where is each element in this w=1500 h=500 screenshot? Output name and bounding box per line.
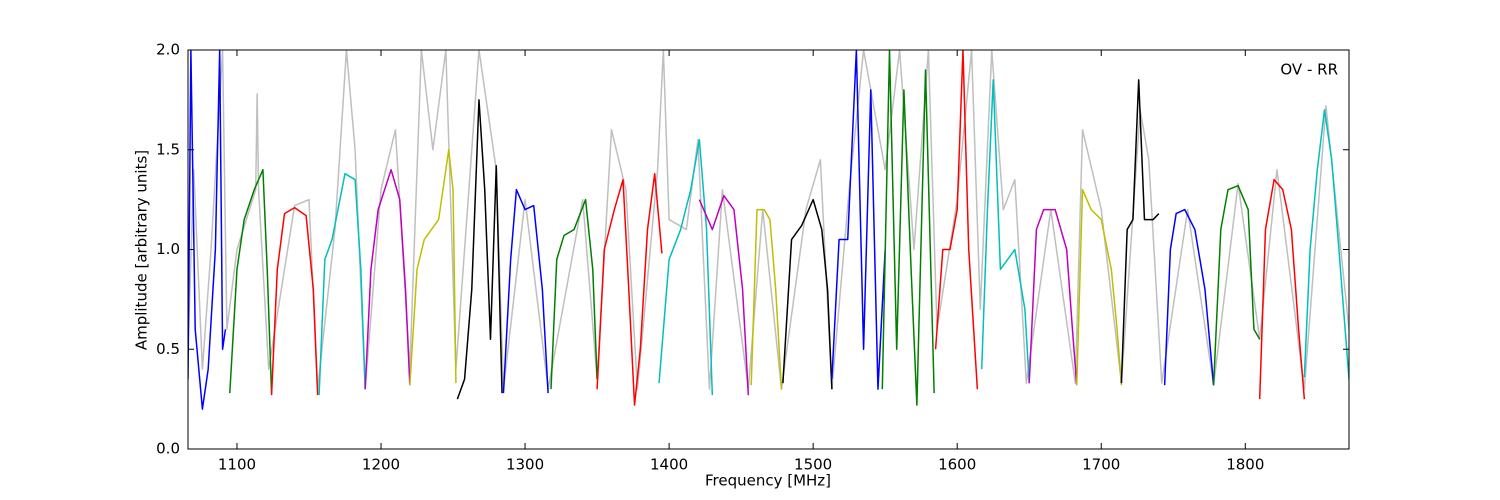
series-line bbox=[881, 50, 935, 406]
y-axis-label: Amplitude [arbitrary units] bbox=[133, 150, 151, 350]
series-line bbox=[364, 168, 411, 390]
series-line bbox=[318, 172, 366, 396]
series-line bbox=[1076, 188, 1123, 386]
x-tick-label: 1100 bbox=[218, 456, 256, 474]
plot-lines bbox=[188, 50, 1349, 410]
series-line bbox=[934, 50, 979, 390]
y-tick-label: 0.5 bbox=[156, 340, 180, 358]
series-line bbox=[1258, 178, 1306, 400]
series-line bbox=[1163, 208, 1215, 386]
series-line bbox=[782, 198, 833, 390]
series-line bbox=[658, 139, 714, 396]
series-line bbox=[596, 172, 663, 406]
x-tick-label: 1600 bbox=[938, 456, 976, 474]
x-axis-label: Frequency [MHz] bbox=[705, 472, 831, 490]
x-tick-label: 1400 bbox=[650, 456, 688, 474]
series-line bbox=[980, 79, 1030, 384]
series-line bbox=[831, 50, 886, 390]
series-line bbox=[270, 206, 319, 396]
y-tick-label: 1.0 bbox=[156, 240, 180, 258]
series-line bbox=[409, 149, 457, 386]
x-tick-label: 1300 bbox=[506, 456, 544, 474]
y-tick-label: 0.0 bbox=[156, 440, 180, 458]
series-line bbox=[698, 194, 750, 396]
series-line bbox=[188, 50, 227, 410]
series-line bbox=[1303, 109, 1349, 380]
y-tick-label: 2.0 bbox=[156, 41, 180, 59]
y-tick-label: 1.5 bbox=[156, 140, 180, 158]
x-tick-label: 1200 bbox=[362, 456, 400, 474]
series-line bbox=[229, 168, 273, 394]
series-line bbox=[750, 208, 783, 390]
series-line bbox=[1028, 208, 1078, 386]
annotation: OV - RR bbox=[1280, 61, 1338, 79]
x-tick-label: 1800 bbox=[1226, 456, 1264, 474]
series-line bbox=[456, 99, 503, 400]
series-line bbox=[1120, 79, 1160, 384]
series-line bbox=[550, 198, 598, 390]
x-tick-label: 1700 bbox=[1082, 456, 1120, 474]
series-line bbox=[502, 188, 549, 394]
x-tick-label: 1500 bbox=[794, 456, 832, 474]
series-line bbox=[1212, 184, 1261, 386]
